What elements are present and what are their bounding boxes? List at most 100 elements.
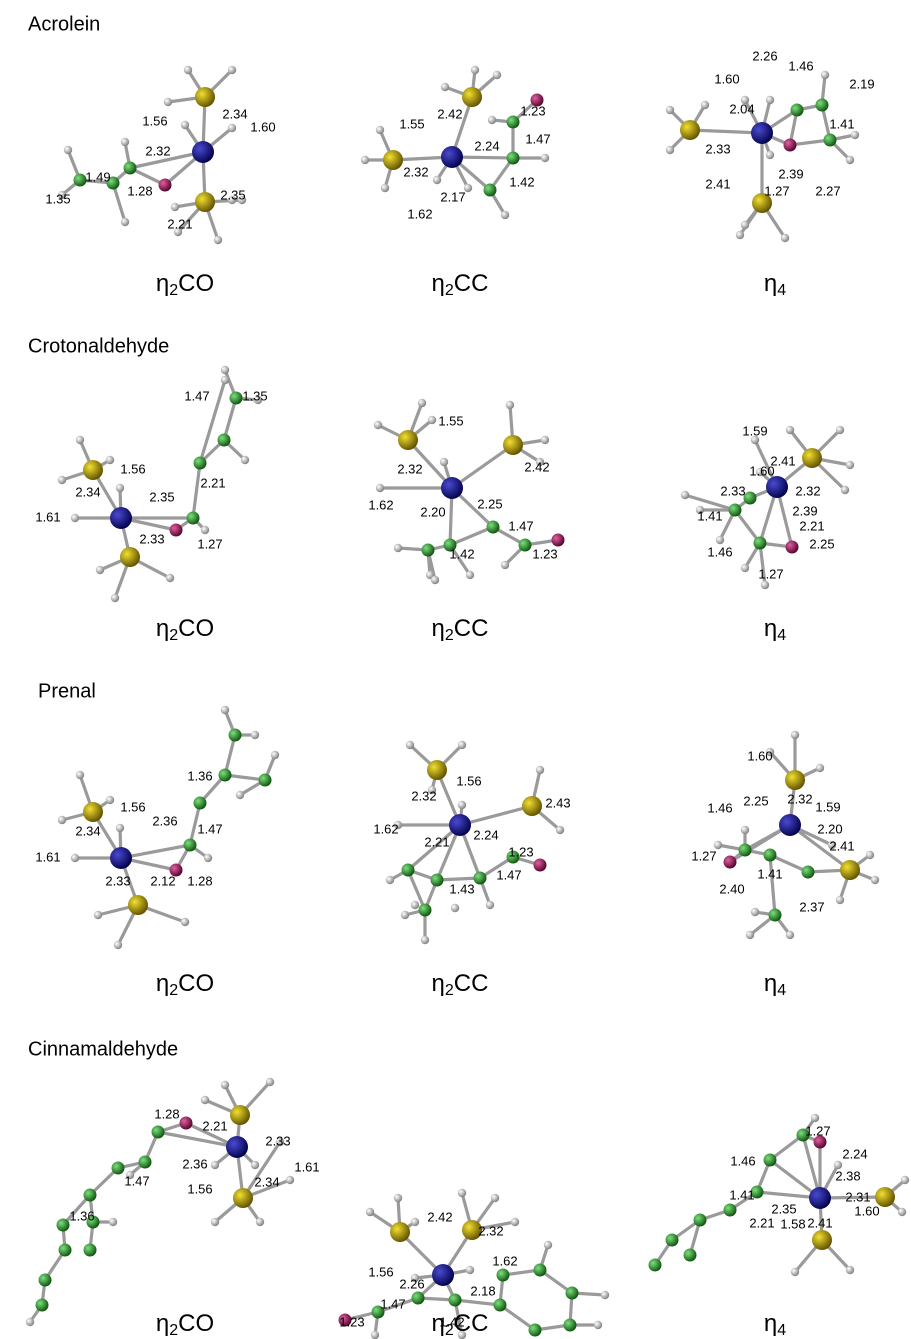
distance-label: 2.26 <box>752 48 777 63</box>
atom <box>519 539 532 552</box>
distance-label: 2.21 <box>200 475 225 490</box>
atom <box>802 866 815 879</box>
distance-label: 1.47 <box>525 131 550 146</box>
label-subscript: 2 <box>169 627 178 644</box>
atom <box>736 231 744 239</box>
atom <box>484 184 497 197</box>
atom <box>39 1274 52 1287</box>
atom <box>701 101 709 109</box>
atom <box>522 796 542 816</box>
atom <box>180 1117 193 1130</box>
atom <box>766 96 774 104</box>
atom <box>791 731 799 739</box>
panel-label: η2CC <box>432 270 489 299</box>
distance-label: 1.60 <box>854 1203 879 1218</box>
distance-label: 1.47 <box>184 388 209 403</box>
distance-label: 1.46 <box>788 58 813 73</box>
bond <box>193 463 200 518</box>
distance-label: 2.39 <box>778 166 803 181</box>
distance-label: 1.61 <box>35 849 60 864</box>
atom <box>124 162 137 175</box>
atom <box>746 931 754 939</box>
distance-label: 2.33 <box>720 483 745 498</box>
atom <box>802 448 822 468</box>
atom <box>76 436 84 444</box>
atom <box>462 87 482 107</box>
atom <box>366 1208 374 1216</box>
atom <box>840 860 860 880</box>
label-subscript: 4 <box>777 282 786 299</box>
distance-label: 1.47 <box>496 867 521 882</box>
distance-label: 2.26 <box>399 1276 424 1291</box>
atom <box>411 1218 419 1226</box>
atom <box>181 918 189 926</box>
label-suffix: CO <box>178 1310 214 1337</box>
atom <box>233 1188 253 1208</box>
atom <box>26 1318 34 1326</box>
label-subscript: 2 <box>445 1322 454 1339</box>
atom <box>427 760 447 780</box>
atom <box>236 791 244 799</box>
atom <box>458 741 466 749</box>
atom <box>121 138 129 146</box>
distance-label: 2.43 <box>545 795 570 810</box>
distance-label: 1.41 <box>757 866 782 881</box>
atom <box>511 1218 519 1226</box>
distance-label: 2.33 <box>705 141 730 156</box>
atom <box>230 392 243 405</box>
atom <box>764 1154 777 1167</box>
atom <box>836 426 844 434</box>
atom <box>507 152 520 165</box>
atom <box>741 564 749 572</box>
distance-label: 1.60 <box>714 71 739 86</box>
distance-label: 2.21 <box>799 518 824 533</box>
label-suffix: CC <box>454 615 489 642</box>
atom <box>497 1269 510 1282</box>
atom <box>428 416 436 424</box>
distance-label: 1.42 <box>449 546 474 561</box>
label-suffix: CO <box>178 270 214 297</box>
distance-label: 2.33 <box>265 1133 290 1148</box>
atom <box>374 421 382 429</box>
atom <box>766 151 774 159</box>
atom <box>419 904 432 917</box>
atom <box>846 461 854 469</box>
label-symbol: η <box>432 970 445 997</box>
atom <box>666 146 674 154</box>
label-suffix: CO <box>178 615 214 642</box>
distance-label: 1.49 <box>85 169 110 184</box>
atom <box>449 814 471 836</box>
atom <box>841 486 849 494</box>
label-symbol: η <box>764 615 777 642</box>
atom <box>83 802 103 822</box>
distance-label: 1.56 <box>120 799 145 814</box>
atom <box>383 150 403 170</box>
distance-label: 2.24 <box>473 827 498 842</box>
atom <box>109 1218 117 1226</box>
atom <box>785 770 805 790</box>
atom <box>219 769 232 782</box>
atom <box>114 941 122 949</box>
distance-label: 2.41 <box>705 176 730 191</box>
atom <box>71 514 79 522</box>
distance-label: 2.20 <box>420 504 445 519</box>
distance-label: 1.56 <box>120 461 145 476</box>
distance-label: 1.60 <box>250 119 275 134</box>
atom <box>741 826 749 834</box>
molecule <box>714 731 879 939</box>
distance-label: 1.28 <box>127 183 152 198</box>
atom <box>195 192 215 212</box>
distance-label: 1.61 <box>294 1159 319 1174</box>
atom <box>431 576 439 584</box>
atom <box>394 1194 402 1202</box>
atom <box>229 729 242 742</box>
distance-label: 1.61 <box>35 509 60 524</box>
atom <box>680 120 700 140</box>
distance-label: 2.32 <box>145 143 170 158</box>
atom <box>871 876 879 884</box>
atom <box>431 874 444 887</box>
panel-label: η2CO <box>156 270 214 299</box>
atom <box>494 1299 507 1312</box>
atom <box>71 854 79 862</box>
atom <box>228 124 236 132</box>
